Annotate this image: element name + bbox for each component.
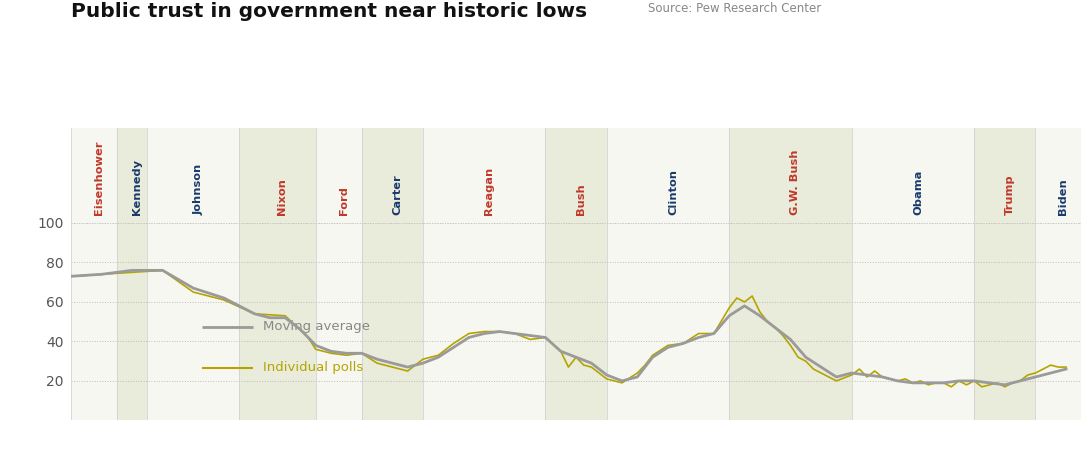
Text: Individual polls: Individual polls xyxy=(262,361,363,374)
Text: Bush: Bush xyxy=(576,183,586,215)
Text: Public trust in government near historic lows: Public trust in government near historic… xyxy=(71,2,587,21)
Text: 2000s: 2000s xyxy=(720,445,770,460)
Text: Source: Pew Research Center: Source: Pew Research Center xyxy=(648,2,821,15)
Bar xyxy=(362,128,423,420)
Bar xyxy=(975,128,1036,420)
Text: 1990s: 1990s xyxy=(567,445,616,460)
Text: Clinton: Clinton xyxy=(668,169,678,215)
Text: 1970s: 1970s xyxy=(260,445,310,460)
Text: Obama: Obama xyxy=(913,170,923,215)
Bar xyxy=(1036,128,1081,420)
Bar xyxy=(316,128,362,420)
Text: Johnson: Johnson xyxy=(193,164,204,215)
Bar xyxy=(730,128,852,420)
Text: 2010s: 2010s xyxy=(873,445,922,460)
Text: Ford: Ford xyxy=(339,186,348,215)
Text: Moving average: Moving average xyxy=(262,321,370,333)
Text: Carter: Carter xyxy=(392,174,402,215)
Text: Trump: Trump xyxy=(1005,174,1015,215)
Bar xyxy=(423,128,546,420)
Bar xyxy=(607,128,730,420)
Text: G.W. Bush: G.W. Bush xyxy=(791,150,800,215)
Text: Reagan: Reagan xyxy=(485,167,494,215)
Bar xyxy=(240,128,316,420)
Text: Nixon: Nixon xyxy=(278,178,287,215)
Text: Biden: Biden xyxy=(1059,178,1068,215)
Bar xyxy=(147,128,240,420)
Bar xyxy=(117,128,147,420)
Text: 1980s: 1980s xyxy=(414,445,464,460)
Bar xyxy=(852,128,975,420)
Text: Kennedy: Kennedy xyxy=(132,159,142,215)
Bar xyxy=(546,128,607,420)
Text: Eisenhower: Eisenhower xyxy=(94,141,103,215)
Bar xyxy=(71,128,117,420)
Text: 1960s: 1960s xyxy=(108,445,157,460)
